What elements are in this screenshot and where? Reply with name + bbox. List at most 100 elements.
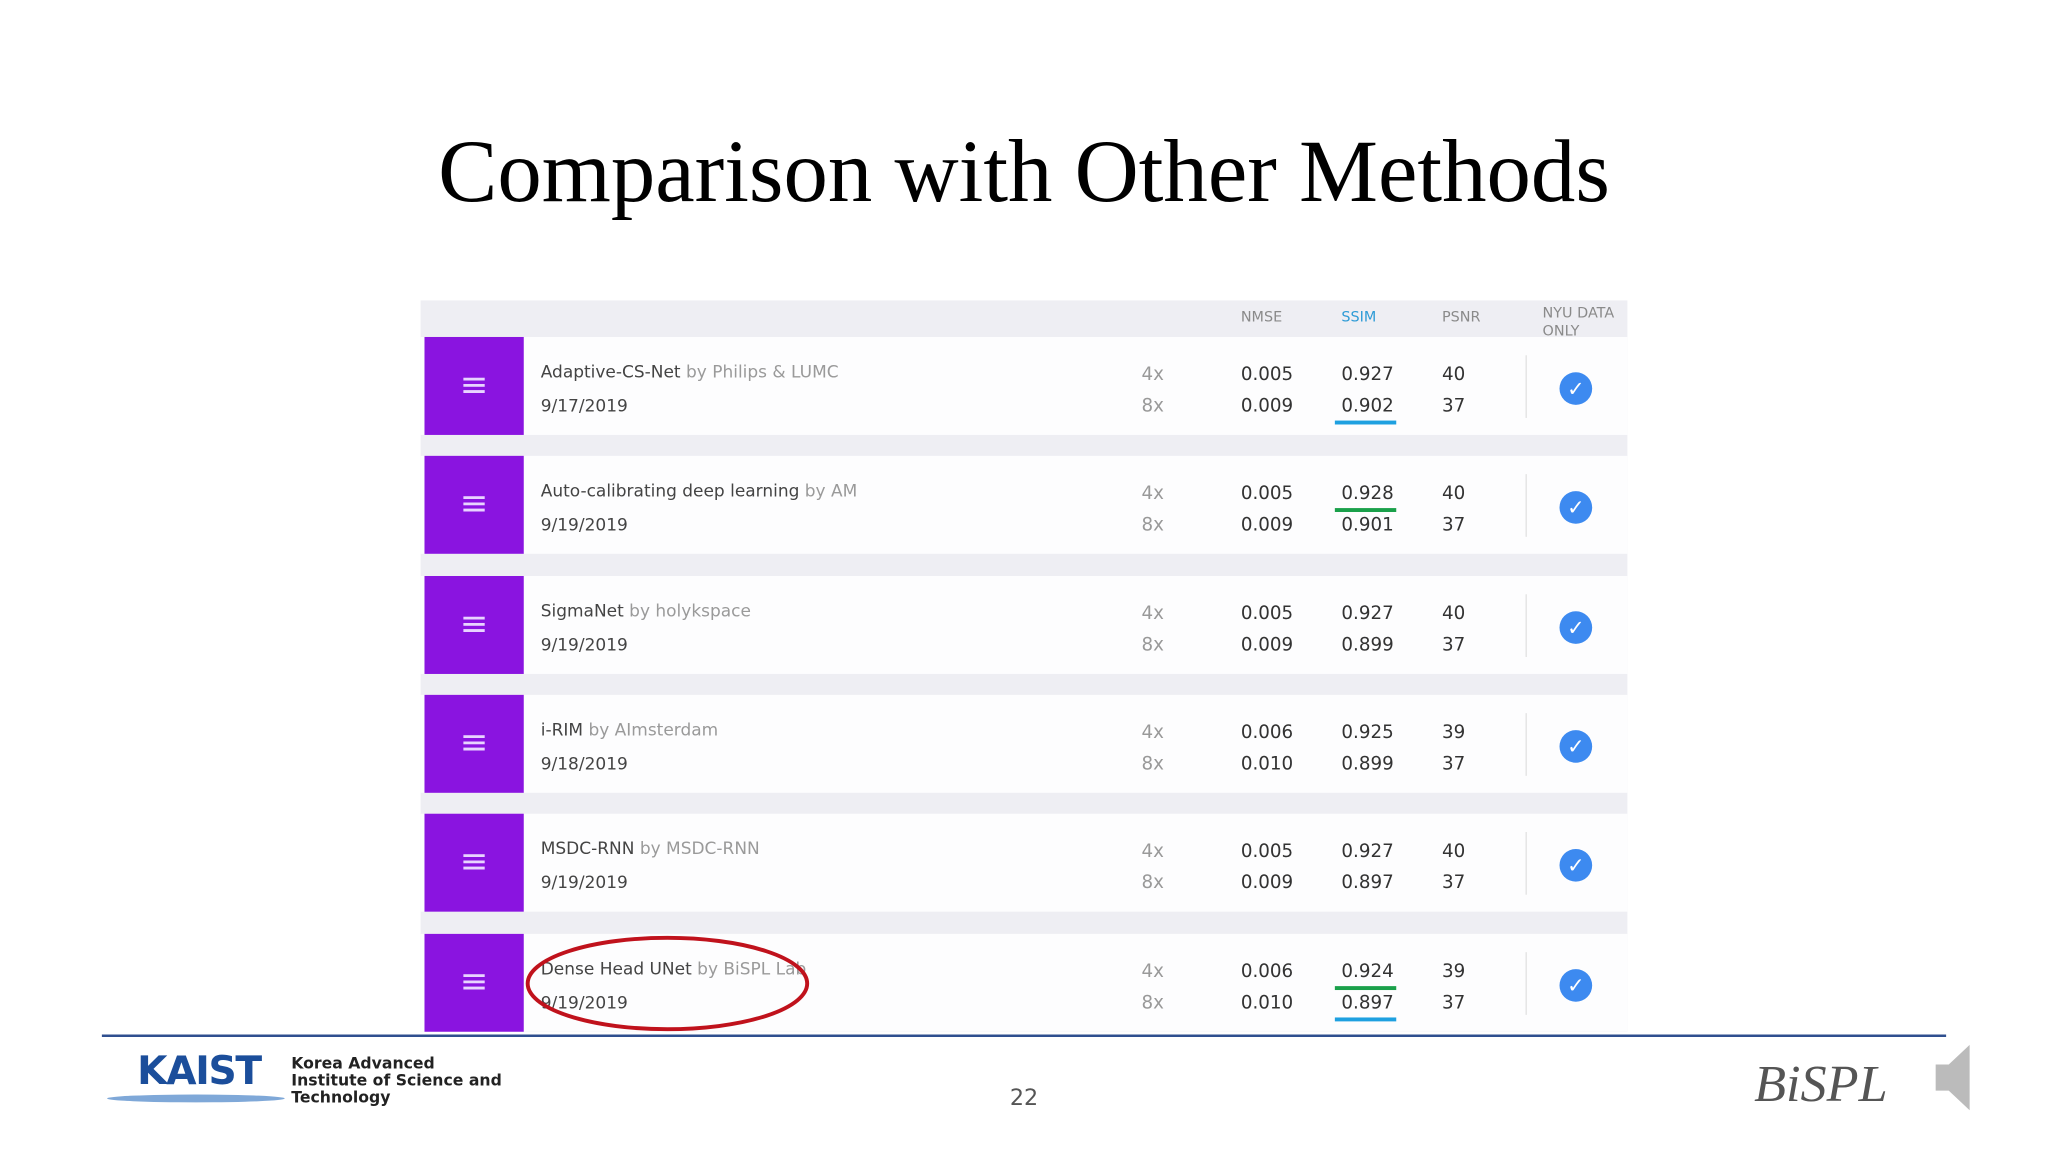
nmse-value: 0.005 — [1240, 602, 1294, 624]
method-line: SigmaNet by holykspace — [541, 602, 751, 622]
psnr-value: 37 — [1441, 634, 1466, 656]
column-header: PSNR — [1441, 308, 1481, 326]
ssim-value: 0.927 — [1341, 841, 1394, 863]
ssim-value: 0.897 — [1341, 872, 1394, 894]
result-row: ≡ SigmaNet by holykspace 9/19/2019 4x 0.005 0… — [420, 575, 1628, 674]
method-name: SigmaNet — [540, 601, 624, 622]
result-row: ≡ Adaptive-CS-Net by Philips & LUMC 9/17/2… — [420, 336, 1628, 435]
divider — [1525, 474, 1527, 538]
check-icon: ✓ — [1559, 968, 1593, 1002]
nmse-value: 0.010 — [1240, 753, 1294, 775]
method-line: Auto-calibrating deep learning by AM — [541, 482, 858, 502]
nmse-value: 0.005 — [1240, 364, 1294, 386]
acceleration: 8x — [1141, 514, 1165, 536]
acceleration: 8x — [1141, 753, 1165, 775]
check-icon: ✓ — [1559, 372, 1593, 405]
column-header: SSIM — [1341, 308, 1377, 326]
check-icon: ✓ — [1559, 849, 1593, 882]
page-number: 22 — [1009, 1085, 1039, 1112]
highlight-underline — [1334, 1016, 1397, 1021]
ssim-value: 0.924 — [1341, 960, 1394, 982]
method-line: Adaptive-CS-Net by Philips & LUMC — [541, 363, 839, 383]
divider — [1525, 832, 1527, 895]
highlight-underline — [1334, 985, 1397, 990]
result-row: ≡ Auto-calibrating deep learning by AM 9/1… — [420, 456, 1628, 555]
psnr-value: 39 — [1441, 722, 1466, 744]
check-icon: ✓ — [1559, 610, 1593, 644]
menu-block: ≡ — [424, 456, 524, 555]
menu-block: ≡ — [424, 575, 524, 674]
method-author: by holykspace — [629, 601, 751, 622]
method-author: by AImsterdam — [588, 720, 719, 741]
nmse-value: 0.005 — [1240, 483, 1294, 505]
submit-date: 9/19/2019 — [540, 516, 628, 536]
acceleration: 4x — [1141, 602, 1165, 624]
submit-date: 9/19/2019 — [540, 874, 628, 894]
ssim-value: 0.897 — [1341, 991, 1394, 1013]
highlight-underline — [1334, 508, 1397, 513]
acceleration: 4x — [1141, 722, 1165, 744]
ssim-value: 0.902 — [1341, 395, 1394, 417]
result-row: ≡ i-RIM by AImsterdam 9/18/2019 4x 0.006 0.92… — [420, 694, 1628, 793]
nmse-value: 0.010 — [1240, 991, 1294, 1013]
psnr-value: 40 — [1441, 364, 1466, 386]
method-author: by AM — [804, 482, 858, 502]
acceleration: 8x — [1141, 634, 1165, 656]
ssim-value: 0.925 — [1341, 722, 1394, 744]
nmse-value: 0.009 — [1240, 872, 1294, 894]
acceleration: 8x — [1141, 991, 1165, 1013]
check-icon: ✓ — [1559, 491, 1593, 525]
method-name: Adaptive-CS-Net — [540, 363, 681, 383]
method-name: Dense Head UNet — [540, 959, 692, 979]
column-header: NYU DATA ONLY — [1542, 304, 1615, 340]
psnr-value: 37 — [1441, 753, 1466, 775]
institute-name: Korea Advanced Institute of Science and … — [291, 1054, 502, 1107]
divider — [1525, 712, 1527, 776]
method-author: by BiSPL Lab — [697, 959, 807, 979]
method-line: i-RIM by AImsterdam — [541, 721, 718, 741]
bispl-logo: BiSPL — [1754, 1054, 1888, 1113]
speaker-icon — [1935, 1044, 1970, 1111]
method-name: MSDC-RNN — [540, 840, 635, 860]
check-icon: ✓ — [1559, 729, 1593, 763]
kaist-logo: KAIST — [137, 1048, 262, 1095]
menu-block: ≡ — [424, 336, 524, 435]
divider — [1525, 355, 1527, 418]
slide-title: Comparison with Other Methods — [438, 121, 1610, 221]
logo-swoosh — [107, 1094, 285, 1103]
menu-block: ≡ — [424, 694, 524, 793]
menu-block: ≡ — [424, 933, 524, 1032]
method-line: MSDC-RNN by MSDC-RNN — [541, 840, 760, 860]
ssim-value: 0.899 — [1341, 753, 1394, 775]
submit-date: 9/19/2019 — [540, 635, 628, 656]
nmse-value: 0.006 — [1240, 960, 1294, 982]
result-row: ≡ Dense Head UNet by BiSPL Lab 9/19/2019 4x… — [420, 933, 1628, 1032]
psnr-value: 37 — [1441, 514, 1466, 536]
ssim-value: 0.927 — [1341, 364, 1394, 386]
psnr-value: 37 — [1441, 991, 1466, 1013]
result-row: ≡ MSDC-RNN by MSDC-RNN 9/19/2019 4x 0.005 0.9… — [420, 813, 1628, 912]
psnr-value: 37 — [1441, 395, 1466, 417]
menu-block: ≡ — [424, 813, 524, 912]
method-author: by MSDC-RNN — [639, 840, 760, 860]
nmse-value: 0.009 — [1240, 514, 1294, 536]
acceleration: 8x — [1141, 872, 1165, 894]
method-name: Auto-calibrating deep learning — [540, 482, 800, 502]
psnr-value: 40 — [1441, 841, 1466, 863]
nmse-value: 0.006 — [1240, 722, 1294, 744]
acceleration: 8x — [1141, 395, 1165, 417]
psnr-value: 37 — [1441, 872, 1466, 894]
nmse-value: 0.009 — [1240, 634, 1294, 656]
divider — [1525, 593, 1527, 657]
nmse-value: 0.005 — [1240, 841, 1294, 863]
acceleration: 4x — [1141, 364, 1165, 386]
divider — [1525, 951, 1527, 1015]
submit-date: 9/19/2019 — [540, 993, 628, 1013]
acceleration: 4x — [1141, 960, 1165, 982]
method-line: Dense Head UNet by BiSPL Lab — [541, 959, 807, 979]
psnr-value: 39 — [1441, 960, 1466, 982]
acceleration: 4x — [1141, 841, 1165, 863]
